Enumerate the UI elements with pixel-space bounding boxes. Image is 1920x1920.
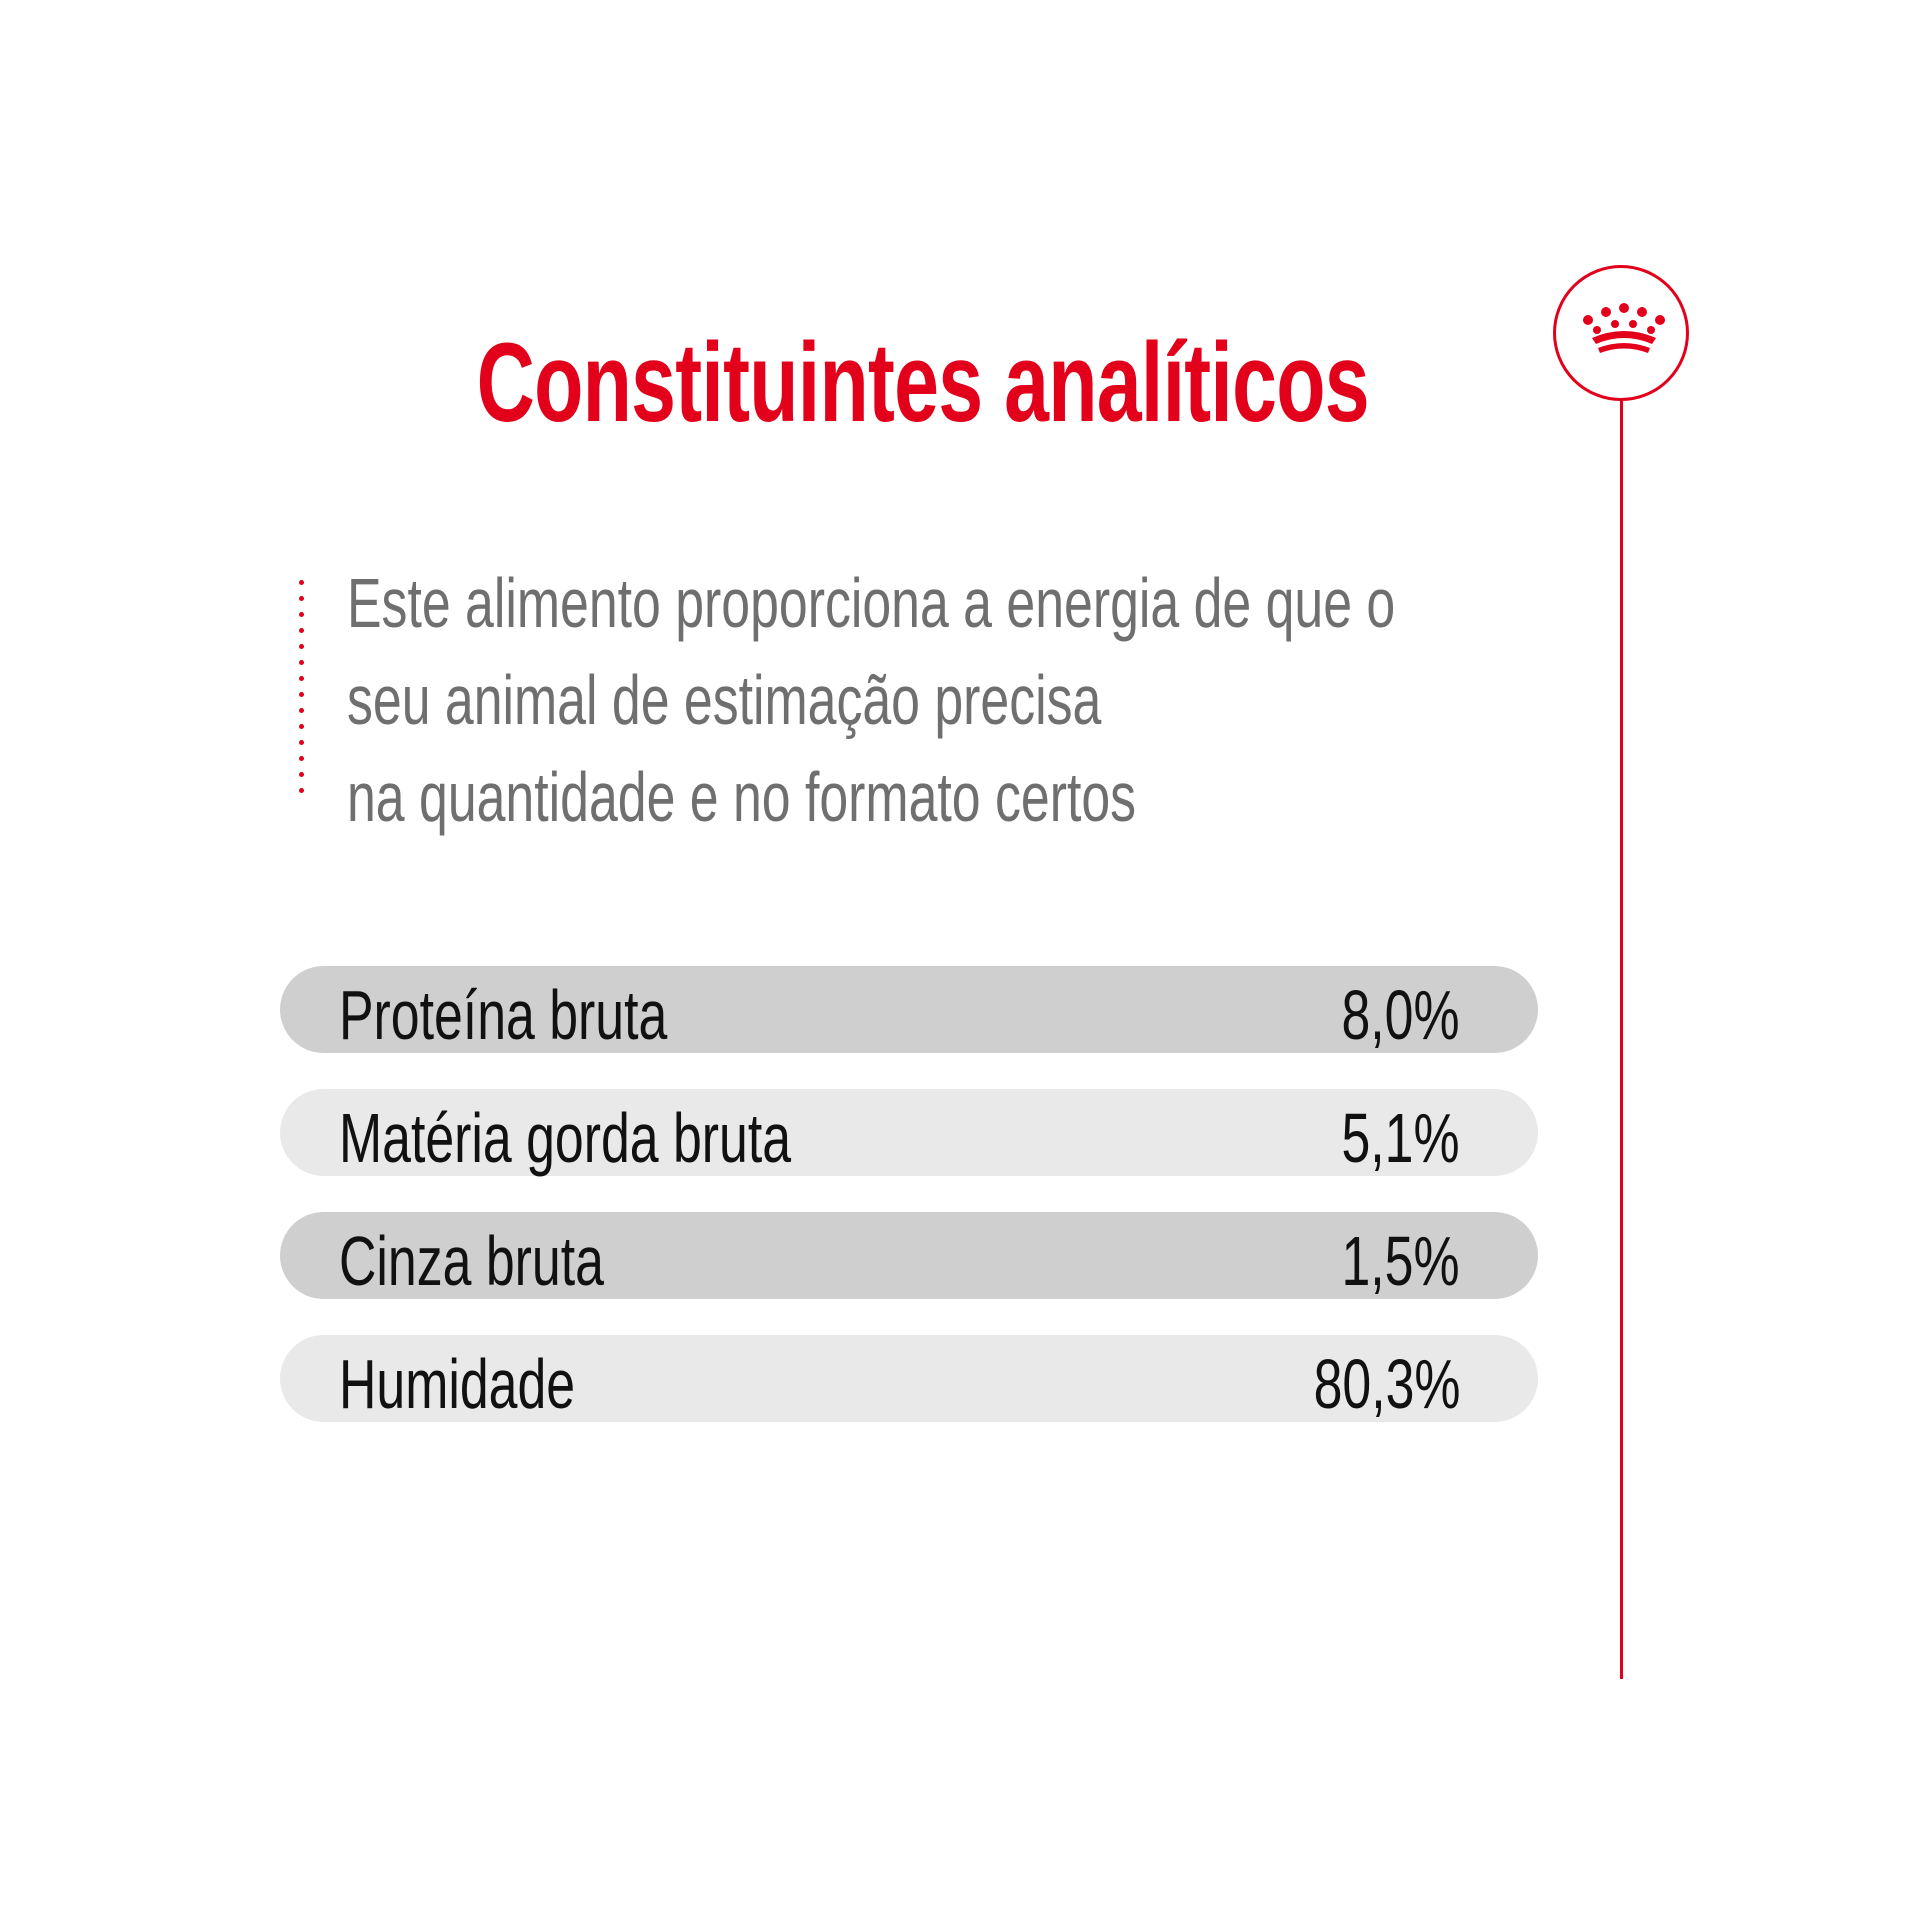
table-row: Proteína bruta 8,0%: [280, 966, 1538, 1054]
constituents-table: Proteína bruta 8,0% Matéria gorda bruta …: [280, 966, 1538, 1458]
constituent-label: Cinza bruta: [339, 1222, 604, 1300]
crown-icon: [1583, 303, 1665, 353]
accent-vertical-line: [1620, 401, 1623, 1679]
constituent-value: 1,5%: [1341, 1222, 1460, 1300]
constituent-value: 5,1%: [1341, 1099, 1460, 1177]
page-title: Constituintes analíticos: [476, 320, 1370, 445]
table-row: Cinza bruta 1,5%: [280, 1212, 1538, 1300]
constituent-label: Proteína bruta: [339, 976, 668, 1054]
table-row: Matéria gorda bruta 5,1%: [280, 1089, 1538, 1177]
description-line: seu animal de estimação precisa: [347, 661, 1102, 739]
constituent-value: 80,3%: [1313, 1345, 1460, 1423]
description-line: Este alimento proporciona a energia de q…: [347, 564, 1396, 642]
brand-logo: [1553, 265, 1689, 401]
table-row: Humidade 80,3%: [280, 1335, 1538, 1423]
description: Este alimento proporciona a energia de q…: [347, 555, 1396, 846]
constituent-value: 8,0%: [1341, 976, 1460, 1054]
dotted-divider: [299, 580, 305, 800]
constituent-label: Matéria gorda bruta: [339, 1099, 792, 1177]
description-line: na quantidade e no formato certos: [347, 758, 1137, 836]
constituent-label: Humidade: [339, 1345, 576, 1423]
